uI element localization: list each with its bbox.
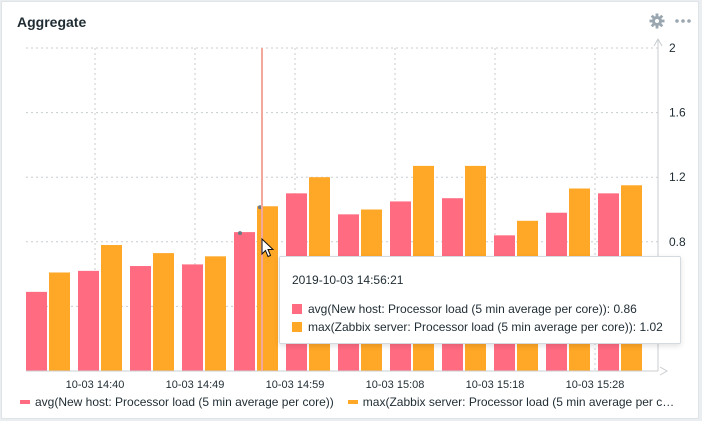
legend-swatch-avg [20,400,30,404]
x-axis-arrow [659,366,669,376]
bar-max[interactable] [49,272,70,371]
x-tick-label: 10-03 15:08 [366,379,425,391]
x-tick-label: 10-03 14:49 [166,379,225,391]
hint-tooltip: 2019-10-03 14:56:21 avg(New host: Proces… [279,256,681,344]
hover-point-avg [238,231,242,236]
bar-avg[interactable] [130,266,151,371]
y-axis-arrow [653,37,663,47]
x-tick-label: 10-03 15:28 [566,379,625,391]
bar-avg[interactable] [26,291,47,371]
tooltip-swatch-avg [292,304,302,314]
tooltip-value-max: max(Zabbix server: Processor load (5 min… [308,320,663,334]
bar-avg[interactable] [78,270,99,371]
legend-item-max[interactable]: max(Zabbix server: Processor load (5 min… [347,395,675,409]
y-tick-label: 1.6 [669,106,686,120]
x-tick-label: 10-03 14:40 [66,379,125,391]
gear-icon[interactable] [647,11,667,31]
x-tick-label: 10-03 15:18 [466,379,525,391]
mouse-pointer-icon [261,237,275,263]
tooltip-row-max: max(Zabbix server: Processor load (5 min… [292,320,663,334]
tooltip-time: 2019-10-03 14:56:21 [292,273,404,287]
bar-max[interactable] [257,206,278,371]
legend-swatch-max [347,400,358,404]
y-tick-label: 1.2 [669,170,686,184]
y-tick-label: 0.8 [669,235,686,249]
bar-max[interactable] [101,245,122,371]
tooltip-value-avg: avg(New host: Processor load (5 min aver… [308,302,637,316]
more-icon[interactable] [673,11,693,31]
x-tick-label: 10-03 14:59 [266,379,325,391]
widget-title: Aggregate [17,14,87,30]
tooltip-row-avg: avg(New host: Processor load (5 min aver… [292,302,637,316]
legend-label-max: max(Zabbix server: Processor load (5 min… [362,395,675,409]
bar-max[interactable] [153,253,174,371]
tooltip-swatch-max [292,322,302,332]
legend-item-avg[interactable]: avg(New host: Processor load (5 min aver… [20,395,334,409]
y-tick-label: 2 [669,41,676,55]
bar-avg[interactable] [182,264,203,371]
bar-max[interactable] [205,256,226,371]
bar-avg[interactable] [234,232,255,371]
legend: avg(New host: Processor load (5 min aver… [20,395,680,409]
legend-label-avg: avg(New host: Processor load (5 min aver… [35,395,334,409]
